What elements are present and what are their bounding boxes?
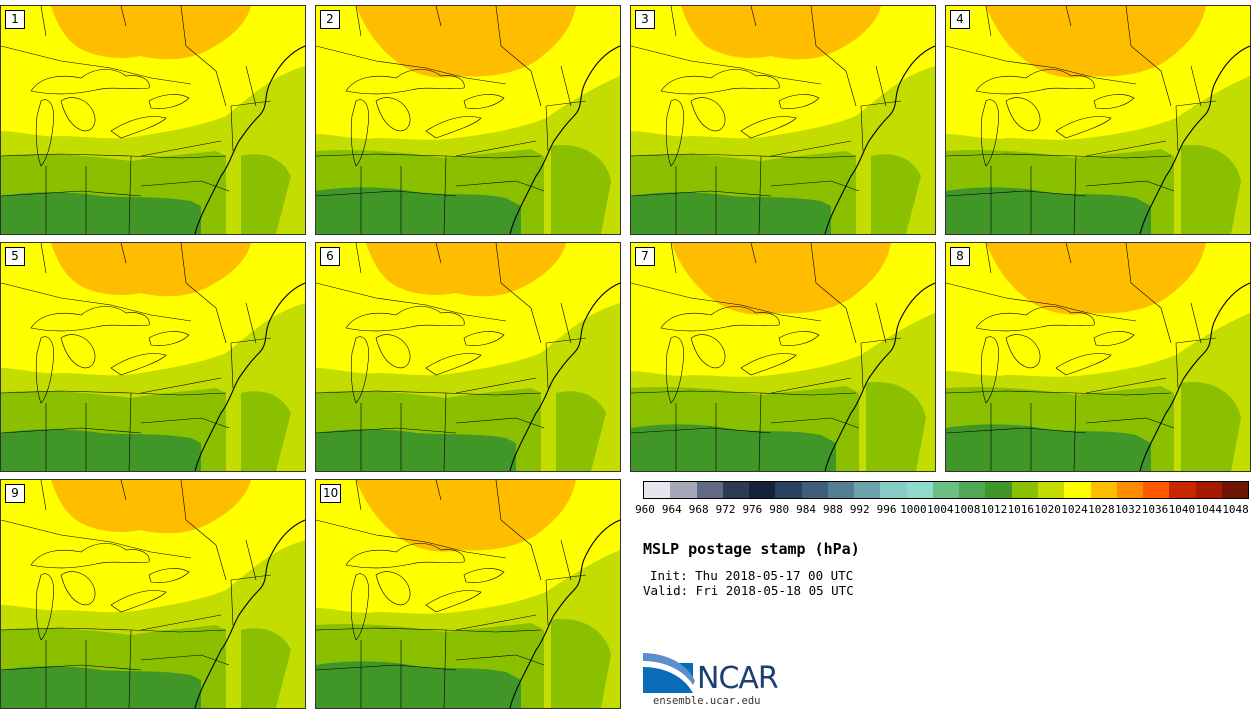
mslp-map [1,243,305,471]
colorbar-tick-label: 960 [635,503,655,516]
colorbar-swatch [985,482,1012,498]
mslp-map [316,6,620,234]
colorbar-swatch [801,482,828,498]
mslp-map [631,243,935,471]
colorbar-tick-label: 976 [742,503,763,516]
mslp-map [631,6,935,234]
map-panel-8[interactable]: 8 [945,242,1251,472]
colorbar-tick-label: 1000 [900,503,927,516]
colorbar-swatch [932,482,960,498]
colorbar-tick-label: 1016 [1007,503,1035,516]
colorbar-swatch [1143,482,1170,498]
ncar-swoosh-icon [643,653,695,693]
colorbar-swatch [644,482,671,498]
member-label: 10 [320,484,342,503]
ncar-logo [643,653,793,695]
colorbar-tick-label: 964 [661,503,682,516]
colorbar-tick-label: 1048 [1222,503,1249,516]
member-label: 7 [635,247,655,266]
member-label: 5 [5,247,25,266]
ncar-wordmark: NCAR [697,661,779,696]
mslp-map [316,243,620,471]
colorbar-tick-label: 1040 [1168,503,1196,516]
colorbar-swatch [906,482,933,498]
site-link[interactable]: ensemble.ucar.edu [653,695,761,707]
colorbar-tick-label: 968 [688,503,709,516]
map-panel-9[interactable]: 9 [0,479,306,709]
colorbar-swatch [1011,482,1038,498]
colorbar-swatch [854,482,881,498]
colorbar-tick-label: 1044 [1195,503,1222,516]
colorbar-swatch [1037,482,1065,498]
member-label: 6 [320,247,340,266]
mslp-map [946,243,1250,471]
map-panel-3[interactable]: 3 [630,5,936,235]
map-panel-4[interactable]: 4 [945,5,1251,235]
colorbar-tick-label: 1012 [980,503,1008,516]
colorbar-tick-label: 972 [715,503,736,516]
map-panel-10[interactable]: 10 [315,479,621,709]
colorbar-tick-label: 980 [769,503,790,516]
colorbar-tick-label: 1008 [953,503,981,516]
member-label: 3 [635,10,655,29]
colorbar-swatch [749,482,776,498]
colorbar-swatch [670,482,697,498]
member-label: 2 [320,10,340,29]
member-label: 8 [950,247,970,266]
colorbar-swatch [880,482,907,498]
valid-time: Valid: Fri 2018-05-18 05 UTC [643,583,854,598]
member-label: 1 [5,10,25,29]
map-panel-7[interactable]: 7 [630,242,936,472]
colorbar-swatch [959,482,986,498]
map-panel-1[interactable]: 1 [0,5,306,235]
colorbar [643,481,1249,499]
colorbar-swatch [722,482,750,498]
colorbar-tick-label: 1032 [1114,503,1142,516]
colorbar-tick-label: 988 [822,503,843,516]
colorbar-swatch [1221,482,1249,498]
map-panel-5[interactable]: 5 [0,242,306,472]
colorbar-swatch [1195,482,1222,498]
colorbar-tick-label: 996 [876,503,897,516]
colorbar-tick-label: 1004 [927,503,954,516]
mslp-map [316,480,620,708]
mslp-map [1,6,305,234]
colorbar-tick-label: 1020 [1034,503,1061,516]
colorbar-swatch [1064,482,1091,498]
colorbar-swatch [1116,482,1144,498]
member-label: 9 [5,484,25,503]
colorbar-swatch [1169,482,1196,498]
colorbar-swatch [775,482,802,498]
colorbar-tick-label: 1028 [1088,503,1115,516]
map-panel-2[interactable]: 2 [315,5,621,235]
mslp-map [1,480,305,708]
map-panel-6[interactable]: 6 [315,242,621,472]
colorbar-ticks: 960 964 968 972 976 980 984 988 992 996 1000 1004 10… [635,503,1249,517]
colorbar-swatch [1090,482,1117,498]
colorbar-tick-label: 1024 [1061,503,1088,516]
colorbar-swatch [696,482,723,498]
colorbar-tick-label: 984 [796,503,816,516]
colorbar-tick-label: 1036 [1141,503,1169,516]
init-time: Init: Thu 2018-05-17 00 UTC [650,568,854,583]
plot-title: MSLP postage stamp (hPa) [643,540,860,558]
colorbar-swatch [827,482,855,498]
colorbar-tick-label: 992 [849,503,870,516]
mslp-map [946,6,1250,234]
member-label: 4 [950,10,970,29]
